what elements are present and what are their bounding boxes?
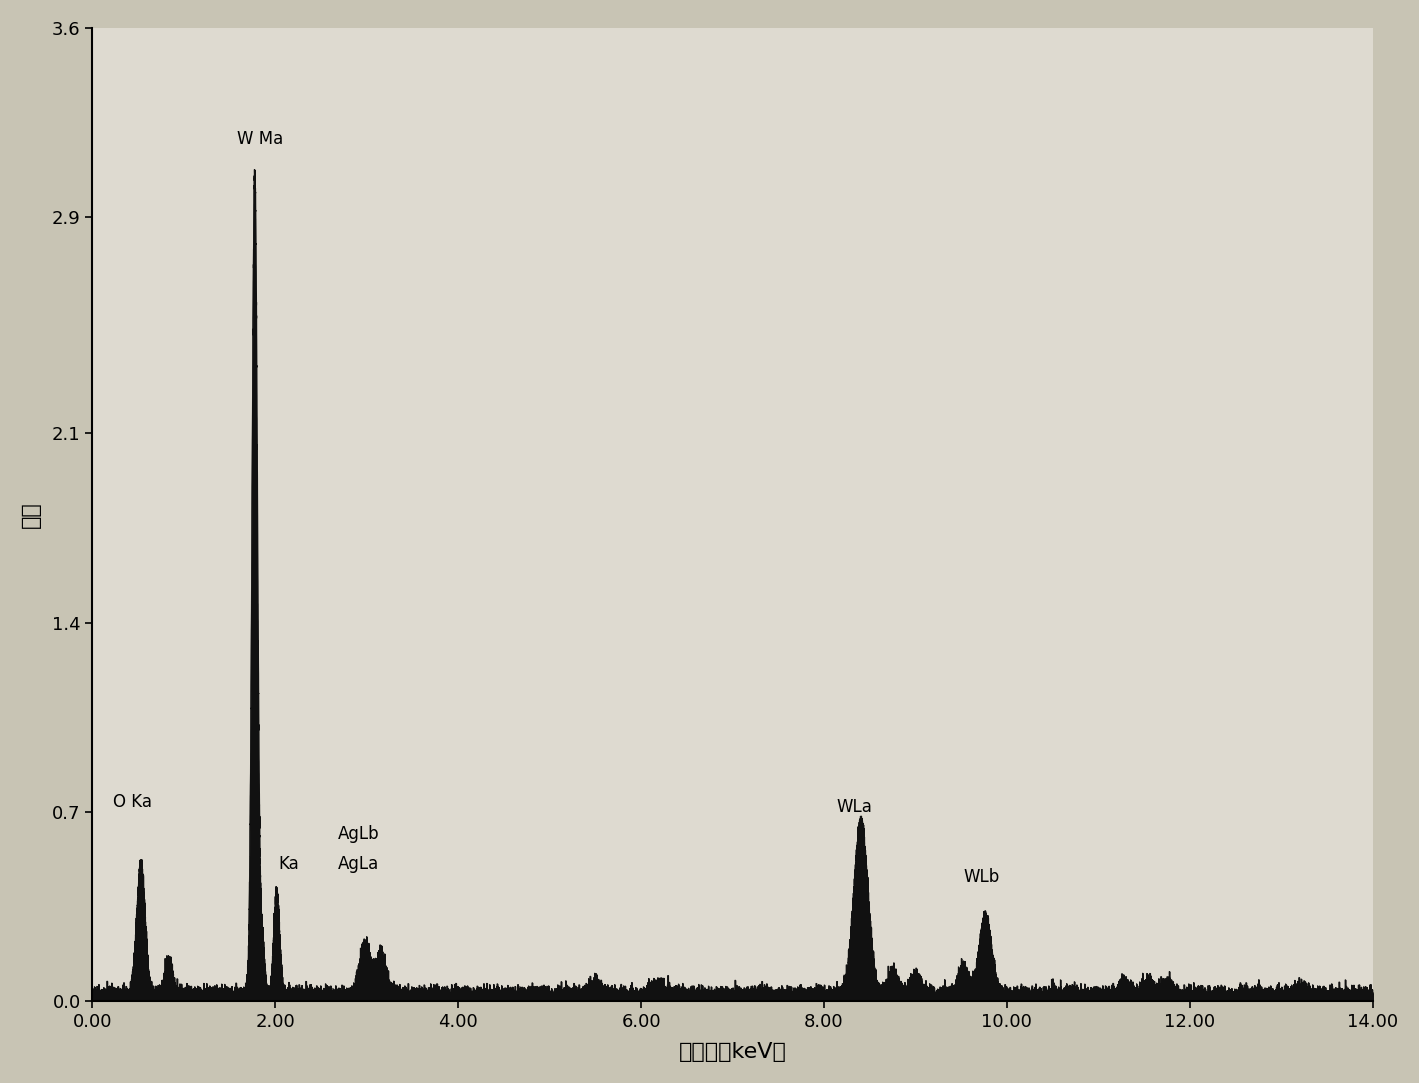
Text: WLa: WLa (837, 798, 873, 815)
Text: Ka: Ka (278, 854, 299, 873)
Text: W Ma: W Ma (237, 130, 284, 148)
Text: AgLb: AgLb (338, 825, 379, 843)
Text: AgLa: AgLa (338, 854, 379, 873)
Text: O Ka: O Ka (112, 793, 152, 810)
Y-axis label: 强度: 强度 (21, 501, 41, 527)
X-axis label: 结合能（keV）: 结合能（keV） (678, 1042, 786, 1062)
Text: WLb: WLb (964, 869, 999, 886)
